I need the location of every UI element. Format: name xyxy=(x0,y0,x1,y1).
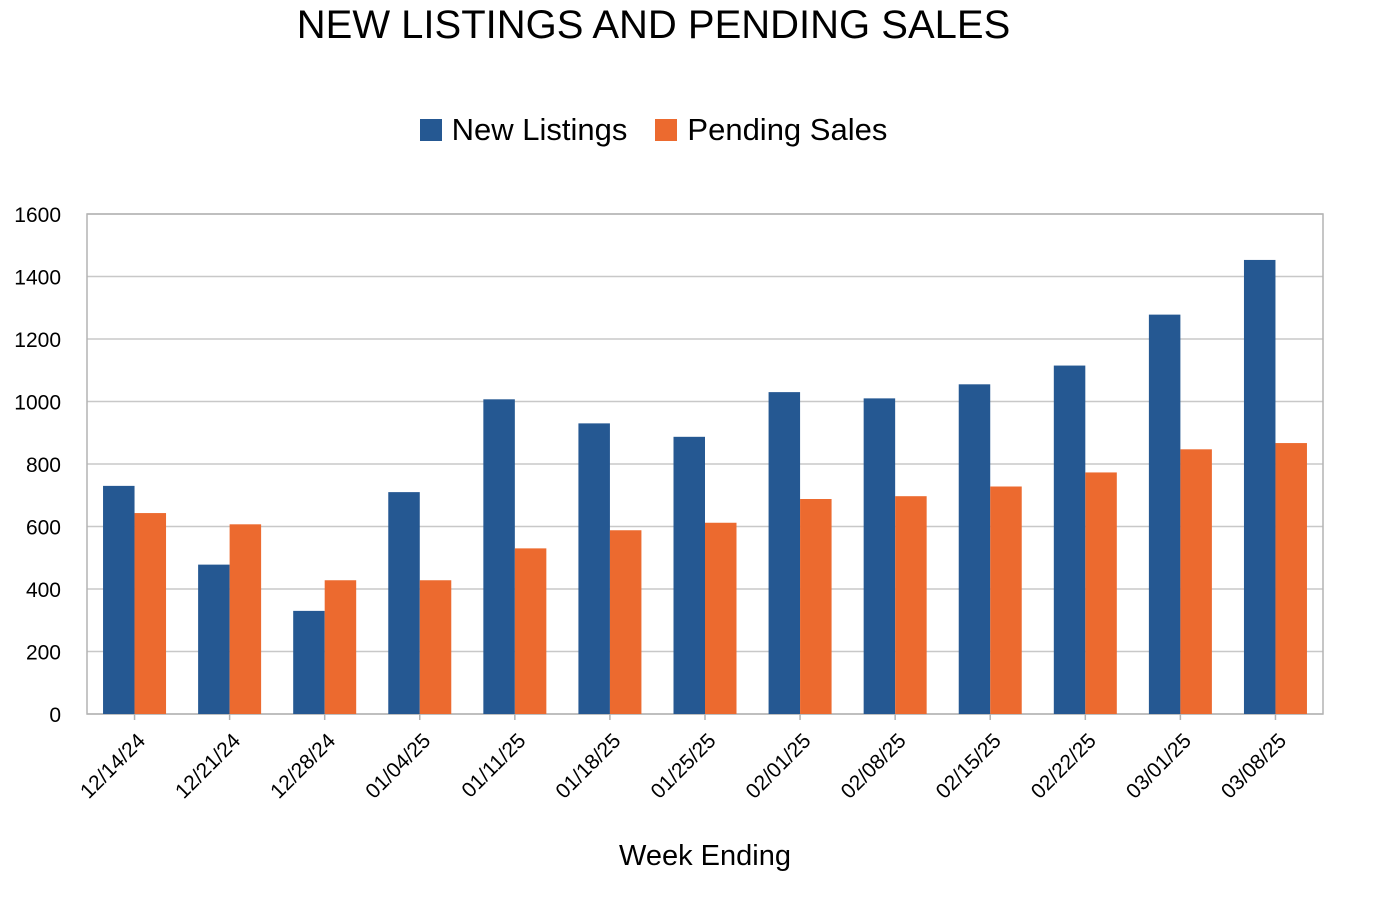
y-tick-label: 600 xyxy=(26,517,61,540)
chart-title: NEW LISTINGS AND PENDING SALES xyxy=(296,3,1011,47)
bar-pending-sales xyxy=(134,513,167,714)
y-tick-label: 200 xyxy=(26,642,61,665)
bar-pending-sales xyxy=(800,499,832,714)
legend-swatch-pending-sales xyxy=(655,119,678,141)
bar-pending-sales xyxy=(1180,449,1212,714)
bar-pending-sales xyxy=(514,548,547,714)
x-tick-label: 02/15/25 xyxy=(932,729,1006,803)
y-tick-label: 1200 xyxy=(14,329,61,352)
bar-pending-sales xyxy=(419,580,452,714)
x-tick-label: 01/25/25 xyxy=(646,729,720,803)
bar-pending-sales xyxy=(1085,472,1117,714)
x-tick-label: 01/11/25 xyxy=(457,729,530,802)
bar-new-listings xyxy=(1053,365,1086,714)
bar-new-listings xyxy=(578,423,610,714)
bar-pending-sales xyxy=(990,486,1022,714)
legend-item-new-listings: New Listings xyxy=(419,112,628,148)
x-tick-label: 01/18/25 xyxy=(551,729,625,803)
bar-new-listings xyxy=(673,436,705,714)
y-tick-label: 1400 xyxy=(14,267,61,290)
legend-label-new-listings: New Listings xyxy=(451,112,628,147)
y-tick-label: 1600 xyxy=(14,204,61,227)
x-tick-label: 02/01/25 xyxy=(742,729,816,803)
x-tick-label: 12/14/24 xyxy=(76,729,150,803)
legend: New Listings Pending Sales xyxy=(0,112,1307,148)
bar-new-listings xyxy=(103,485,135,714)
bar-pending-sales xyxy=(895,496,927,714)
y-tick-label: 400 xyxy=(26,579,61,602)
x-tick-label: 03/01/25 xyxy=(1122,729,1196,803)
bar-pending-sales xyxy=(705,522,737,714)
x-tick-label: 03/08/25 xyxy=(1217,729,1291,803)
bar-new-listings xyxy=(483,399,515,714)
bar-new-listings xyxy=(958,384,991,714)
bar-pending-sales xyxy=(1275,443,1307,714)
legend-swatch-new-listings xyxy=(419,119,442,141)
x-tick-label: 12/21/24 xyxy=(171,729,245,803)
bar-new-listings xyxy=(1243,259,1276,714)
x-tick-label: 02/08/25 xyxy=(837,729,911,803)
bar-new-listings xyxy=(388,492,420,714)
bar-new-listings xyxy=(1148,314,1181,714)
bar-new-listings xyxy=(863,398,896,714)
bar-pending-sales xyxy=(609,530,642,714)
legend-item-pending-sales: Pending Sales xyxy=(655,112,887,148)
x-axis-title: Week Ending xyxy=(619,840,791,872)
x-tick-label: 12/28/24 xyxy=(266,729,340,803)
bar-new-listings xyxy=(198,564,230,714)
bar-pending-sales xyxy=(324,580,357,714)
y-tick-label: 1000 xyxy=(14,392,61,415)
bar-new-listings xyxy=(293,610,325,714)
x-tick-label: 02/22/25 xyxy=(1027,729,1101,803)
legend-label-pending-sales: Pending Sales xyxy=(687,112,888,147)
y-tick-label: 0 xyxy=(49,704,61,727)
x-tick-label: 01/04/25 xyxy=(361,729,435,803)
bar-new-listings xyxy=(768,392,801,714)
bar-pending-sales xyxy=(229,524,262,714)
y-tick-label: 800 xyxy=(26,454,61,477)
